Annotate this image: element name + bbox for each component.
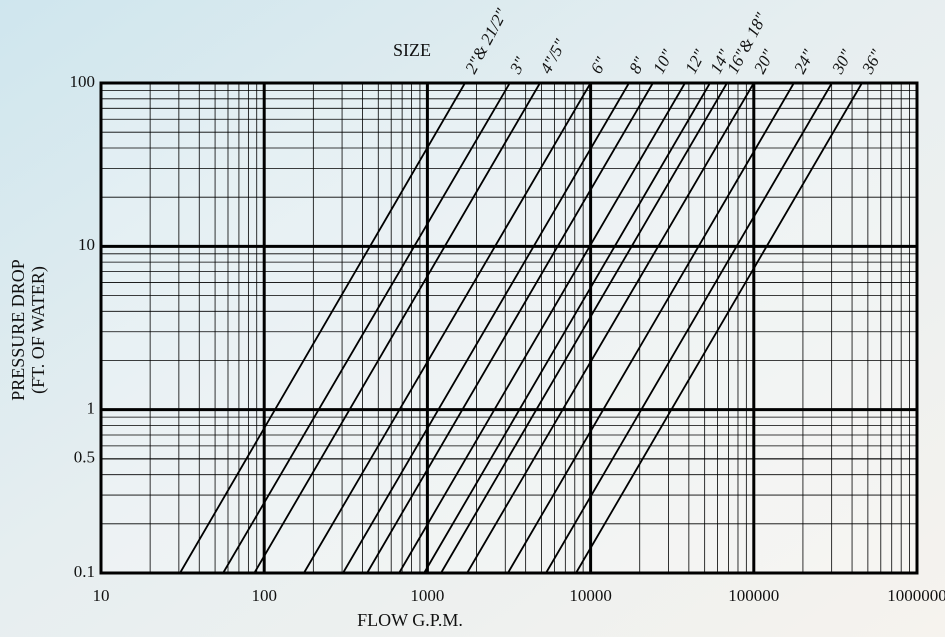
series-line (575, 82, 863, 574)
y-tick-label: 100 (70, 72, 96, 91)
x-tick-label: 10000 (569, 586, 612, 605)
series-line (303, 82, 592, 574)
chart-title: SIZE (393, 40, 431, 60)
series-line (466, 82, 755, 574)
x-tick-label: 100 (251, 586, 277, 605)
series-line (253, 82, 541, 574)
series-line (423, 82, 711, 574)
y-tick-label: 0.1 (74, 562, 95, 581)
series-line (440, 82, 728, 574)
y-axis-label: PRESSURE DROP (8, 259, 28, 401)
x-tick-label: 10 (93, 586, 110, 605)
x-axis-label: FLOW G.P.M. (357, 610, 463, 630)
series-line (398, 82, 686, 574)
series-line (507, 82, 795, 574)
x-tick-label: 100000 (728, 586, 779, 605)
y-tick-label: 0.5 (74, 448, 95, 467)
series-line (179, 82, 466, 574)
series-line (222, 82, 511, 574)
series-line (366, 82, 654, 574)
y-tick-label: 1 (87, 399, 96, 418)
series-line (545, 82, 833, 574)
series-line (342, 82, 630, 574)
x-tick-label: 1000 (410, 586, 444, 605)
plot-frame (99, 81, 919, 575)
y-tick-label: 10 (78, 235, 95, 254)
y-axis-label: (FT. OF WATER) (28, 266, 49, 394)
x-tick-label: 1000000 (887, 586, 945, 605)
